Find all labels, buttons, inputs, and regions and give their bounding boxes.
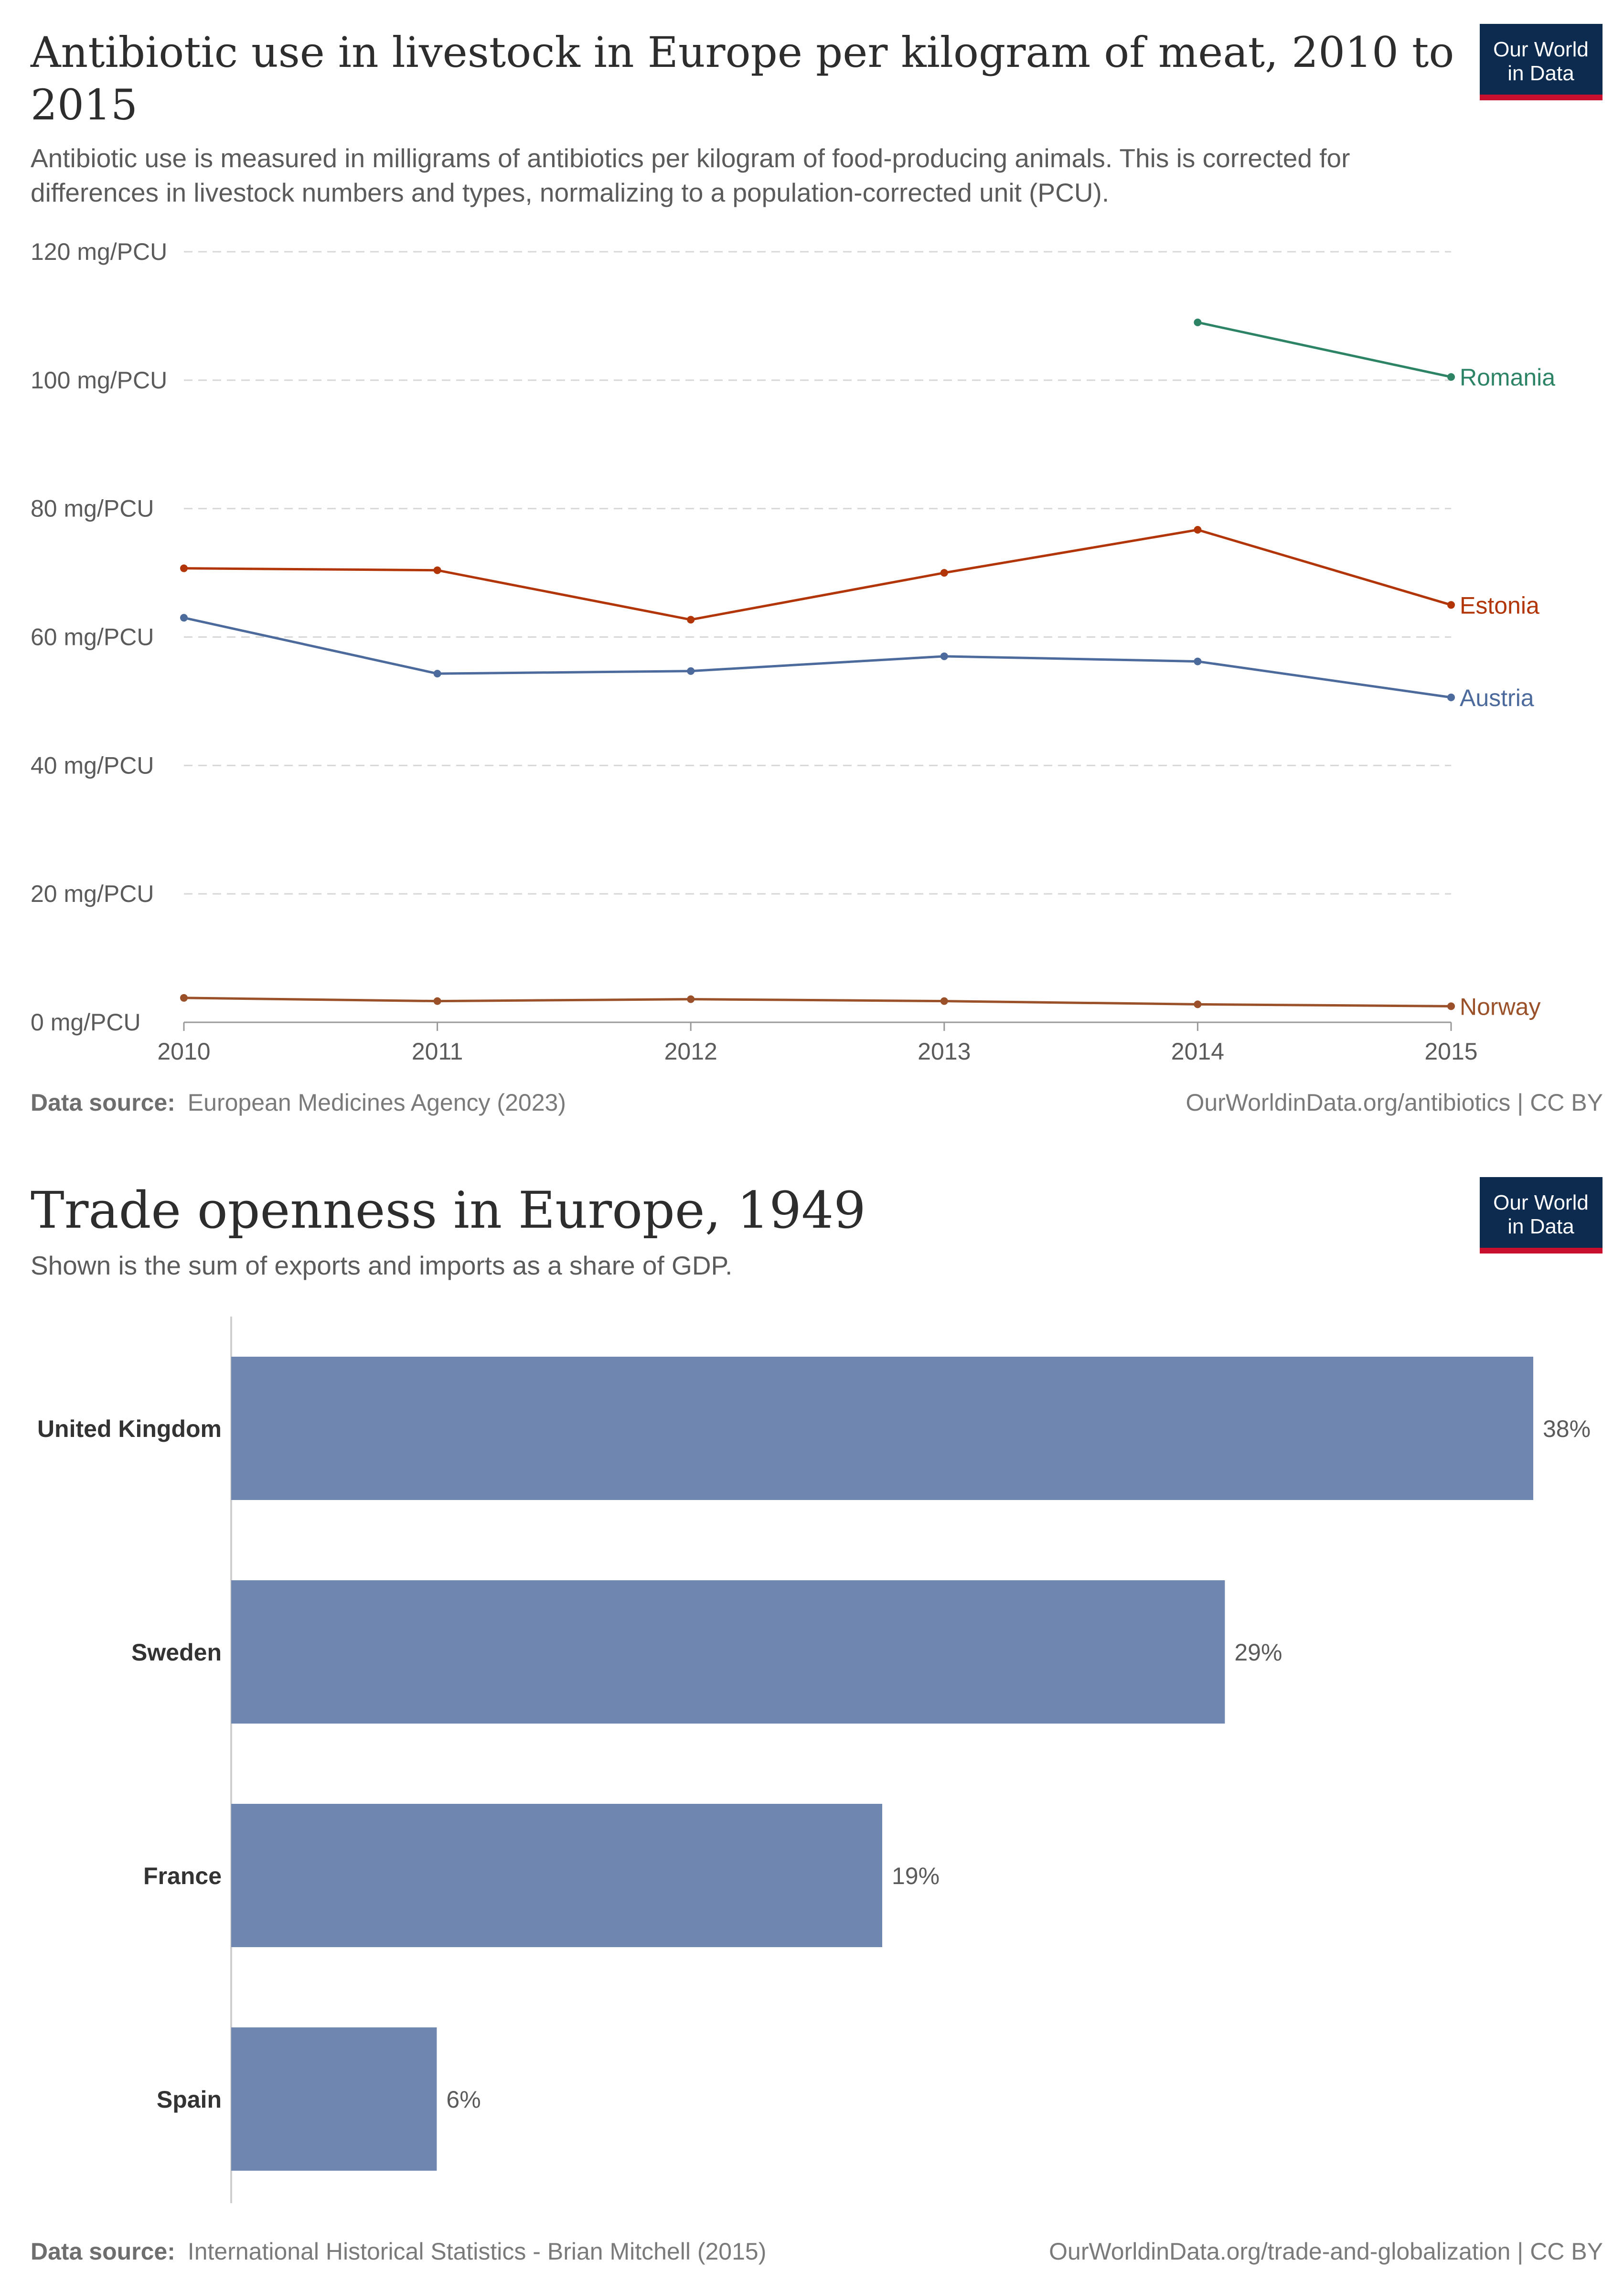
value-label: 29% bbox=[1234, 1639, 1282, 1666]
value-label: 19% bbox=[892, 1863, 940, 1889]
owid-logo-2[interactable]: Our World in Data bbox=[1480, 1177, 1603, 1254]
series-label-romania: Romania bbox=[1460, 364, 1555, 391]
y-tick-label: 40 mg/PCU bbox=[31, 752, 154, 779]
bar-sweden[interactable] bbox=[231, 1580, 1225, 1724]
x-tick-label: 2010 bbox=[157, 1038, 210, 1065]
data-point-austria[interactable] bbox=[1194, 657, 1202, 665]
y-tick-label: 0 mg/PCU bbox=[31, 1009, 141, 1036]
series-line-norway[interactable] bbox=[183, 996, 1452, 1007]
logo-text-line1: Our World bbox=[1493, 38, 1589, 61]
data-point-romania[interactable] bbox=[1194, 318, 1202, 326]
bar-row-france: France 19% bbox=[143, 1804, 940, 1947]
logo-text-line1: Our World bbox=[1493, 1191, 1589, 1214]
data-point-estonia[interactable] bbox=[687, 616, 695, 624]
data-point-norway[interactable] bbox=[180, 994, 188, 1002]
series-label-estonia: Estonia bbox=[1460, 592, 1539, 619]
bar-united-kingdom[interactable] bbox=[231, 1357, 1533, 1500]
category-label: Sweden bbox=[131, 1639, 222, 1666]
series-label-norway: Norway bbox=[1460, 993, 1540, 1020]
data-point-estonia[interactable] bbox=[1447, 601, 1455, 609]
category-label: France bbox=[143, 1863, 222, 1889]
x-tick-label: 2012 bbox=[664, 1038, 717, 1065]
bar-france[interactable] bbox=[231, 1804, 882, 1947]
bar-chart-source: Data source: International Historical St… bbox=[31, 2238, 766, 2265]
logo-background bbox=[1480, 24, 1603, 95]
data-point-norway[interactable] bbox=[940, 997, 948, 1005]
series-estonia: Estonia bbox=[180, 526, 1539, 624]
y-tick-label: 20 mg/PCU bbox=[31, 880, 154, 907]
bar-row-sweden: Sweden 29% bbox=[131, 1580, 1282, 1724]
x-tick-label: 2015 bbox=[1424, 1038, 1477, 1065]
data-point-austria[interactable] bbox=[180, 614, 188, 622]
logo-text-line2: in Data bbox=[1507, 62, 1574, 85]
series-label-austria: Austria bbox=[1460, 685, 1534, 711]
data-point-austria[interactable] bbox=[940, 652, 948, 660]
line-chart-source: Data source: European Medicines Agency (… bbox=[31, 1089, 566, 1116]
x-tick-label: 2011 bbox=[412, 1038, 463, 1065]
x-tick-label: 2013 bbox=[918, 1038, 971, 1065]
value-label: 6% bbox=[446, 2086, 481, 2113]
data-point-austria[interactable] bbox=[433, 670, 441, 678]
bar-row-united-kingdom: United Kingdom 38% bbox=[37, 1357, 1591, 1500]
logo-accent-bar bbox=[1480, 1248, 1603, 1254]
data-point-norway[interactable] bbox=[1194, 1000, 1202, 1008]
bar-chart-panel: Trade openness in Europe, 1949 Shown is … bbox=[31, 1177, 1603, 2265]
logo-accent-bar bbox=[1480, 95, 1603, 100]
x-tick-label: 2014 bbox=[1171, 1038, 1224, 1065]
y-tick-label: 80 mg/PCU bbox=[31, 495, 154, 522]
bar-chart-title: Trade openness in Europe, 1949 bbox=[31, 1181, 866, 1240]
series-austria: Austria bbox=[180, 614, 1534, 711]
line-chart-x-axis: 2010 2011 2012 2013 2014 2015 bbox=[157, 1021, 1478, 1065]
series-line-romania[interactable] bbox=[1197, 321, 1452, 378]
series-line-estonia[interactable] bbox=[183, 528, 1452, 621]
data-point-austria[interactable] bbox=[687, 667, 695, 675]
data-point-estonia[interactable] bbox=[940, 569, 948, 577]
series-line-austria[interactable] bbox=[183, 616, 1452, 699]
line-chart-attribution[interactable]: OurWorldinData.org/antibiotics | CC BY bbox=[1186, 1089, 1603, 1116]
data-point-estonia[interactable] bbox=[1194, 526, 1202, 534]
series-norway: Norway bbox=[180, 993, 1540, 1020]
logo-background bbox=[1480, 1177, 1603, 1248]
series-romania: Romania bbox=[1194, 318, 1555, 391]
line-chart-title-line1: Antibiotic use in livestock in Europe pe… bbox=[30, 28, 1454, 77]
owid-logo[interactable]: Our World in Data bbox=[1480, 24, 1603, 100]
line-chart-subtitle-line1: Antibiotic use is measured in milligrams… bbox=[31, 143, 1350, 173]
bar-chart-source-text: International Historical Statistics - Br… bbox=[188, 2238, 767, 2265]
category-label: Spain bbox=[157, 2086, 222, 2113]
line-chart-title-line2: 2015 bbox=[31, 80, 138, 129]
bar-spain[interactable] bbox=[231, 2027, 437, 2171]
data-point-norway[interactable] bbox=[433, 997, 441, 1005]
line-chart-y-axis: 0 mg/PCU 20 mg/PCU 40 mg/PCU 60 mg/PCU 80 mg… bbox=[31, 238, 167, 1036]
data-point-estonia[interactable] bbox=[433, 566, 441, 574]
bar-chart-source-label: Data source: bbox=[31, 2238, 175, 2265]
data-point-estonia[interactable] bbox=[180, 564, 188, 572]
logo-text-line2: in Data bbox=[1507, 1215, 1574, 1238]
y-tick-label: 100 mg/PCU bbox=[31, 367, 167, 394]
bar-chart-subtitle: Shown is the sum of exports and imports … bbox=[31, 1251, 732, 1280]
bar-chart-attribution[interactable]: OurWorldinData.org/trade-and-globalizati… bbox=[1049, 2238, 1603, 2265]
y-tick-label: 60 mg/PCU bbox=[31, 624, 154, 651]
data-point-romania[interactable] bbox=[1447, 373, 1455, 381]
line-chart-source-label: Data source: bbox=[31, 1089, 175, 1116]
bar-chart-bars: United Kingdom 38% Sweden 29% France 19% Spain… bbox=[37, 1357, 1591, 2171]
line-chart-gridlines bbox=[184, 251, 1451, 895]
category-label: United Kingdom bbox=[37, 1415, 222, 1442]
bar-row-spain: Spain 6% bbox=[157, 2027, 481, 2171]
data-point-austria[interactable] bbox=[1447, 693, 1455, 701]
value-label: 38% bbox=[1543, 1415, 1591, 1442]
line-chart-subtitle-line2: differences in livestock numbers and typ… bbox=[31, 178, 1109, 207]
data-point-norway[interactable] bbox=[687, 995, 695, 1003]
line-chart-panel: Antibiotic use in livestock in Europe pe… bbox=[30, 24, 1603, 1116]
y-tick-label: 120 mg/PCU bbox=[31, 238, 167, 265]
line-chart-series: Romania Estonia Austria Norway bbox=[180, 318, 1555, 1020]
line-chart-source-text: European Medicines Agency (2023) bbox=[188, 1089, 566, 1116]
data-point-norway[interactable] bbox=[1447, 1002, 1455, 1010]
